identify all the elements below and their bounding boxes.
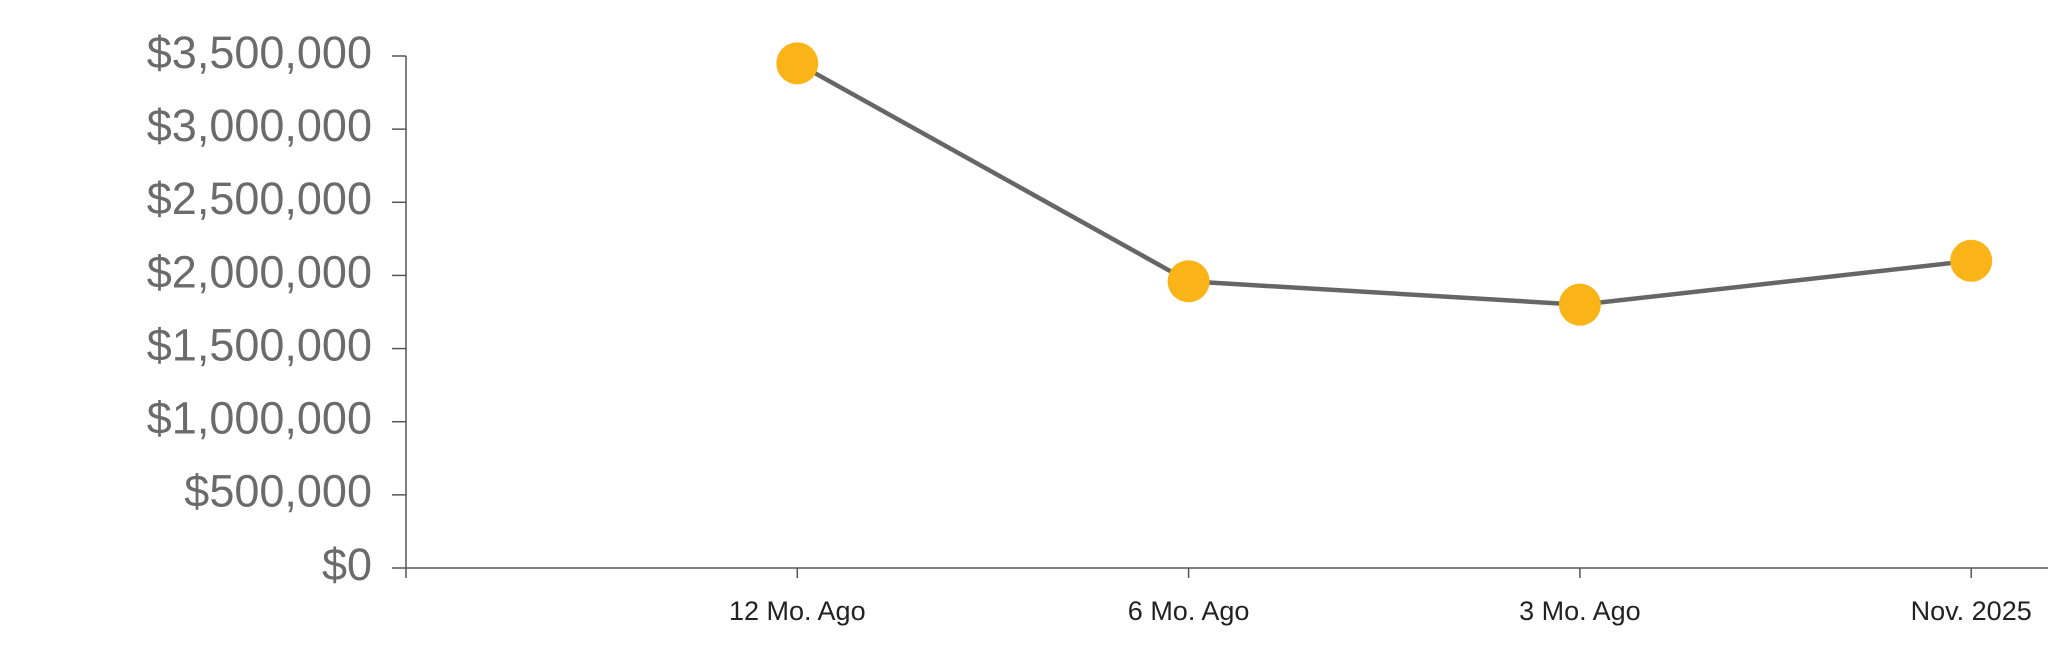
y-tick-label: $3,000,000 bbox=[147, 100, 372, 151]
data-point bbox=[776, 42, 819, 85]
y-tick-label: $0 bbox=[322, 539, 372, 590]
data-point bbox=[1558, 283, 1601, 326]
y-tick-label: $1,500,000 bbox=[147, 319, 372, 370]
x-tick-label: 3 Mo. Ago bbox=[1519, 596, 1641, 626]
y-tick-label: $2,000,000 bbox=[147, 246, 372, 297]
y-tick-label: $3,500,000 bbox=[147, 27, 372, 78]
y-tick-label: $2,500,000 bbox=[147, 173, 372, 224]
x-tick-label: 6 Mo. Ago bbox=[1128, 596, 1250, 626]
series-line bbox=[796, 61, 1972, 307]
x-tick-label: Nov. 2025 bbox=[1911, 596, 2032, 626]
x-tick-label: 12 Mo. Ago bbox=[729, 596, 866, 626]
data-point bbox=[1167, 260, 1210, 303]
y-tick-label: $500,000 bbox=[184, 466, 372, 517]
data-point bbox=[1950, 239, 1993, 282]
y-tick-label: $1,000,000 bbox=[147, 393, 372, 444]
